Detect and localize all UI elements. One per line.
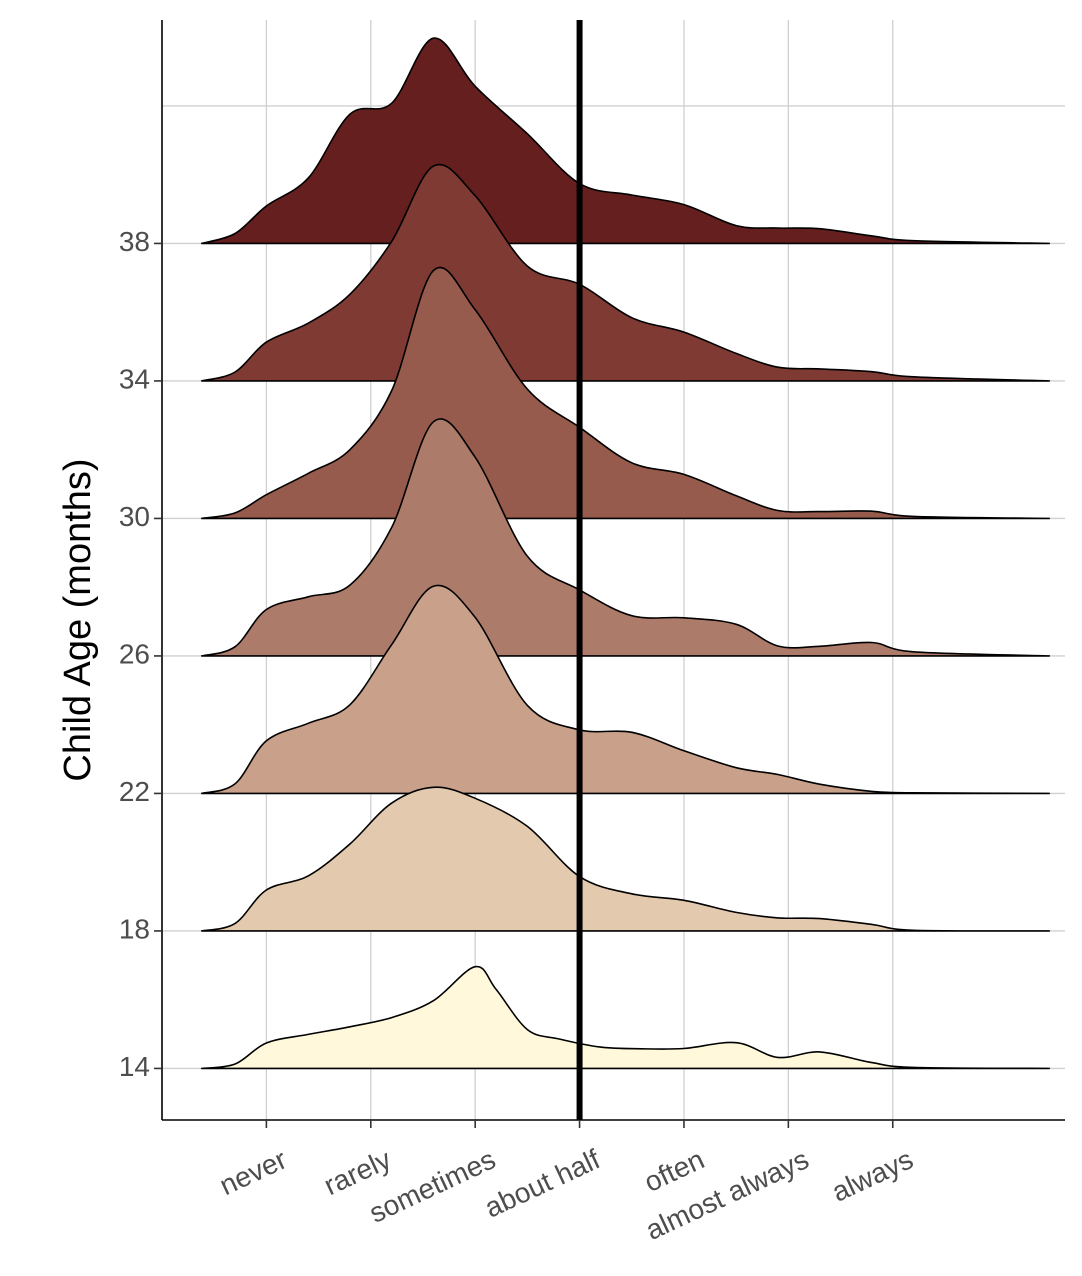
- density-ridges: [200, 37, 1051, 1070]
- ridge-age-22: [200, 584, 1051, 795]
- ridge-age-14: [200, 965, 1051, 1070]
- x-tick-label-never: never: [215, 1143, 292, 1201]
- ridge-age-38: [200, 37, 1051, 245]
- ridge-age-26: [200, 418, 1051, 657]
- y-tick-label-18: 18: [119, 913, 150, 944]
- y-axis-label: Child Age (months): [57, 458, 99, 781]
- x-tick-label-always: always: [827, 1143, 918, 1207]
- y-tick-label-14: 14: [119, 1051, 150, 1082]
- ridge-age-18: [200, 786, 1051, 932]
- axes: [161, 20, 1065, 1121]
- y-tick-label-34: 34: [119, 363, 150, 394]
- y-tick-label-26: 26: [119, 638, 150, 669]
- ridge-age-30: [200, 266, 1051, 520]
- y-tick-label-38: 38: [119, 226, 150, 257]
- y-tick-labels: 14 18 22 26 30 34 38: [119, 226, 162, 1082]
- grid-lines: [162, 20, 1065, 1120]
- x-tick-label-about-half: about half: [480, 1143, 605, 1223]
- y-tick-label-30: 30: [119, 501, 150, 532]
- x-tick-label-often: often: [639, 1143, 709, 1197]
- y-tick-label-22: 22: [119, 776, 150, 807]
